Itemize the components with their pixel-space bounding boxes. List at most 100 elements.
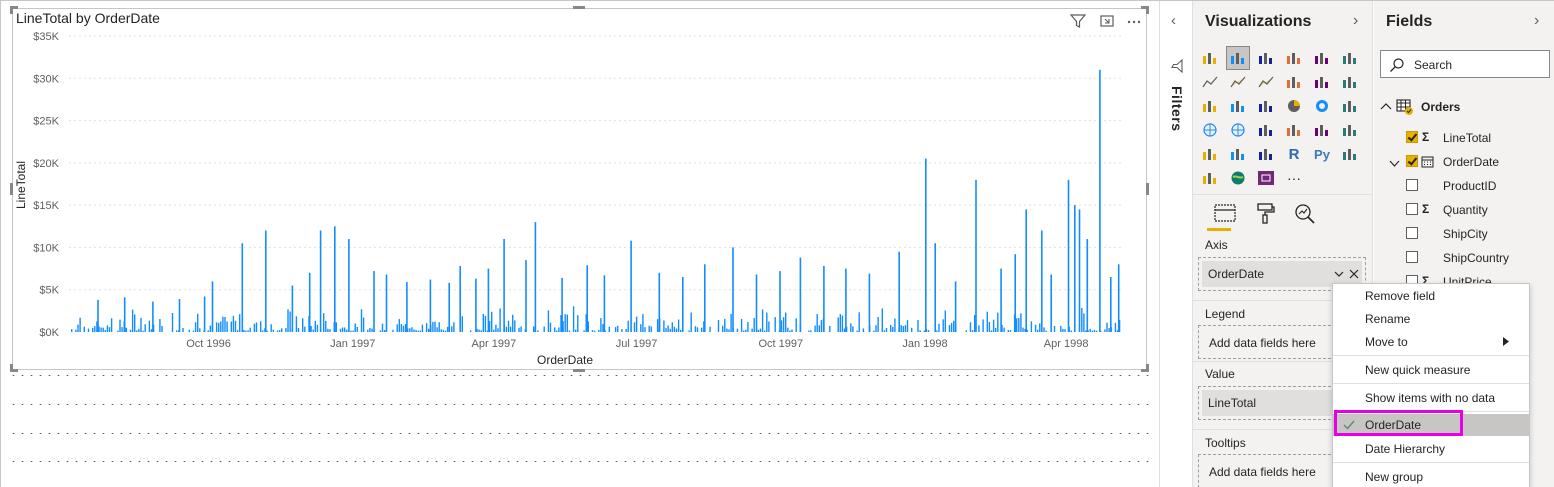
- bar-baseline[interactable]: [272, 329, 274, 332]
- bar-baseline[interactable]: [136, 330, 138, 332]
- field-row-quantity[interactable]: Σ Quantity: [1374, 202, 1554, 223]
- bar-peak[interactable]: [203, 296, 206, 333]
- bar-baseline[interactable]: [125, 327, 127, 332]
- bar-baseline[interactable]: [942, 319, 944, 332]
- bar-baseline[interactable]: [1018, 318, 1020, 332]
- bar-baseline[interactable]: [549, 322, 552, 332]
- bar-baseline[interactable]: [232, 315, 235, 332]
- field-checkbox[interactable]: [1406, 155, 1418, 167]
- bar-baseline[interactable]: [341, 327, 344, 333]
- bar-baseline[interactable]: [724, 318, 726, 332]
- bar-peak[interactable]: [1041, 230, 1043, 333]
- bar-peak[interactable]: [1014, 254, 1016, 332]
- axis-well[interactable]: OrderDate: [1198, 257, 1366, 291]
- bar-baseline[interactable]: [512, 314, 514, 332]
- bar-baseline[interactable]: [1091, 330, 1093, 332]
- bar-baseline[interactable]: [276, 330, 279, 332]
- bar-peak[interactable]: [1074, 205, 1076, 332]
- bar-baseline[interactable]: [789, 330, 791, 333]
- bar-baseline[interactable]: [236, 330, 239, 332]
- more-options-icon[interactable]: [1126, 13, 1142, 29]
- bar-baseline[interactable]: [119, 319, 121, 332]
- bar-baseline[interactable]: [346, 329, 348, 332]
- bar-baseline[interactable]: [451, 326, 453, 332]
- area-chart-icon[interactable]: [1227, 71, 1249, 93]
- bar-baseline[interactable]: [514, 320, 516, 332]
- bar-baseline[interactable]: [856, 330, 858, 332]
- bar-peak[interactable]: [1086, 239, 1089, 332]
- bar-baseline[interactable]: [329, 329, 331, 332]
- bar-baseline[interactable]: [795, 318, 797, 332]
- key-influencers-icon[interactable]: [1339, 143, 1361, 165]
- stacked-area-icon[interactable]: [1255, 71, 1277, 93]
- bar-baseline[interactable]: [499, 308, 501, 333]
- bar-peak[interactable]: [406, 282, 408, 332]
- bar-baseline[interactable]: [96, 321, 98, 332]
- bar-baseline[interactable]: [428, 328, 430, 332]
- bar-baseline[interactable]: [134, 314, 136, 332]
- bar-baseline[interactable]: [421, 324, 424, 332]
- bar-baseline[interactable]: [215, 322, 218, 332]
- bar-baseline[interactable]: [730, 313, 732, 332]
- bar-peak[interactable]: [348, 239, 350, 332]
- bar-baseline[interactable]: [625, 329, 627, 332]
- bar-baseline[interactable]: [327, 328, 329, 332]
- bar-baseline[interactable]: [894, 318, 896, 333]
- bar-baseline[interactable]: [362, 317, 365, 333]
- bar-baseline[interactable]: [990, 330, 993, 332]
- bar-baseline[interactable]: [1083, 313, 1085, 332]
- bar-baseline[interactable]: [768, 321, 770, 332]
- chevron-right-icon[interactable]: ›: [1353, 12, 1359, 29]
- resize-handle-corner[interactable]: [10, 6, 13, 14]
- bar-baseline[interactable]: [129, 329, 132, 332]
- bar-baseline[interactable]: [766, 312, 768, 333]
- bar-baseline[interactable]: [978, 325, 980, 332]
- bar-baseline[interactable]: [194, 322, 197, 332]
- bar-baseline[interactable]: [814, 325, 816, 332]
- bar-baseline[interactable]: [356, 327, 358, 332]
- bar-baseline[interactable]: [260, 321, 262, 332]
- bar-baseline[interactable]: [591, 330, 594, 332]
- bar-baseline[interactable]: [360, 309, 363, 332]
- bar-baseline[interactable]: [520, 326, 522, 333]
- resize-handle-corner[interactable]: [10, 364, 13, 372]
- bar-baseline[interactable]: [411, 327, 413, 332]
- bar-baseline[interactable]: [262, 330, 264, 332]
- bar-baseline[interactable]: [890, 324, 892, 332]
- scatter-icon[interactable]: [1255, 95, 1277, 117]
- bar-baseline[interactable]: [350, 330, 352, 332]
- bar-baseline[interactable]: [726, 328, 728, 332]
- resize-handle-corner[interactable]: [10, 369, 18, 372]
- bar-baseline[interactable]: [379, 330, 382, 332]
- bar-baseline[interactable]: [986, 311, 988, 332]
- bar-baseline[interactable]: [159, 319, 161, 332]
- bar-baseline[interactable]: [673, 326, 676, 332]
- bar-baseline[interactable]: [747, 322, 749, 332]
- bar-baseline[interactable]: [875, 325, 877, 332]
- resize-handle-corner[interactable]: [1141, 6, 1149, 9]
- bar-baseline[interactable]: [663, 320, 665, 333]
- bar-baseline[interactable]: [688, 330, 690, 332]
- bar-baseline[interactable]: [281, 328, 283, 332]
- bar-baseline[interactable]: [354, 323, 356, 332]
- bar-baseline[interactable]: [302, 318, 304, 332]
- bar-baseline[interactable]: [243, 329, 245, 332]
- bar-peak[interactable]: [799, 257, 802, 332]
- bar-baseline[interactable]: [669, 328, 671, 332]
- bar-baseline[interactable]: [1087, 330, 1089, 332]
- bar-peak[interactable]: [487, 268, 490, 332]
- bar-baseline[interactable]: [409, 328, 411, 332]
- bar-baseline[interactable]: [509, 326, 512, 333]
- bar-peak[interactable]: [1099, 69, 1101, 333]
- arcgis-icon[interactable]: [1227, 167, 1249, 189]
- field-row-orderdate[interactable]: OrderDate: [1374, 155, 1554, 175]
- fields-well-tab-icon[interactable]: [1211, 201, 1239, 227]
- bar-baseline[interactable]: [476, 328, 478, 332]
- bar-baseline[interactable]: [904, 325, 907, 332]
- bar-baseline[interactable]: [839, 314, 841, 332]
- bar-baseline[interactable]: [234, 320, 237, 332]
- resize-handle-bottom[interactable]: [573, 369, 585, 372]
- bar-baseline[interactable]: [883, 330, 886, 332]
- bar-peak[interactable]: [586, 265, 588, 332]
- bar-baseline[interactable]: [787, 327, 789, 332]
